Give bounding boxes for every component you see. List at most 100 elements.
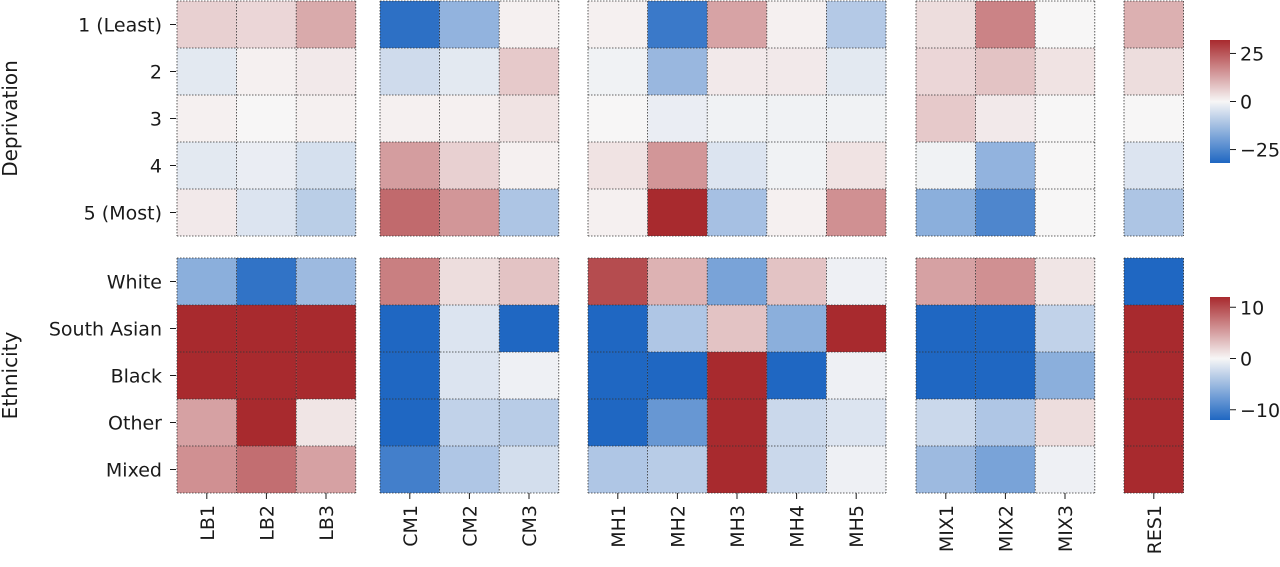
- column-label: MIX2: [995, 505, 1017, 552]
- heatmap-cell: [916, 1, 976, 48]
- heatmap-cell: [296, 48, 356, 95]
- heatmap-cell: [439, 446, 500, 493]
- heatmap-cell: [236, 1, 297, 48]
- heatmap-cell: [439, 352, 500, 399]
- heatmap-cell: [380, 48, 440, 95]
- column-label: MH3: [727, 505, 749, 548]
- heatmap-cell: [380, 446, 440, 493]
- heatmap-cell: [177, 258, 237, 305]
- heatmap-cell: [296, 189, 356, 236]
- heatmap-cell: [975, 1, 1036, 48]
- heatmap-cell: [826, 258, 886, 305]
- heatmap-cell: [975, 189, 1036, 236]
- heatmap-cell: [707, 352, 767, 399]
- heatmap-cell: [1035, 95, 1095, 142]
- heatmap-cell: [916, 446, 976, 493]
- panel-ethnicity: White South Asian Black Other Mixed Ethnicity…: [0, 257, 1280, 494]
- heatmap-cell: [647, 446, 708, 493]
- heatmap-cell: [975, 352, 1036, 399]
- column-label: CM1: [400, 505, 422, 547]
- heatmap-cell: [826, 352, 886, 399]
- heatmap-cell: [1124, 142, 1184, 189]
- heatmap-cell: [588, 258, 648, 305]
- heatmap-cell: [380, 305, 440, 352]
- heatmap-cell: [296, 258, 356, 305]
- heatmap-cell: [380, 258, 440, 305]
- heatmap-cell: [975, 305, 1036, 352]
- heatmap-cell: [380, 352, 440, 399]
- heatmap-cell: [766, 189, 827, 236]
- heatmap-cell: [439, 305, 500, 352]
- heatmap-cell: [647, 258, 708, 305]
- colorbar: [1210, 297, 1230, 420]
- colorbar: [1210, 40, 1230, 163]
- heatmap-cell: [588, 446, 648, 493]
- heatmap-cell: [499, 352, 559, 399]
- heatmap-cell: [1124, 352, 1184, 399]
- heatmap-cell: [236, 189, 297, 236]
- heatmap-cell: [1035, 189, 1095, 236]
- heatmap-cell: [236, 48, 297, 95]
- heatmap-cell: [1124, 1, 1184, 48]
- heatmap-cell: [236, 258, 297, 305]
- colorbar-tick-label: 0: [1240, 349, 1252, 371]
- heatmap-cell: [296, 1, 356, 48]
- heatmap-cell: [1124, 95, 1184, 142]
- heatmap-cell: [826, 305, 886, 352]
- heatmap-cell: [588, 305, 648, 352]
- heatmap-cell: [916, 142, 976, 189]
- heatmap-cell: [499, 258, 559, 305]
- heatmap-cell: [916, 305, 976, 352]
- heatmap-cell: [916, 399, 976, 446]
- heatmap-cell: [499, 95, 559, 142]
- heatmap-cell: [380, 1, 440, 48]
- heatmap-cell: [588, 189, 648, 236]
- heatmap-cell: [1124, 305, 1184, 352]
- heatmap-cell: [499, 1, 559, 48]
- column-label: LB1: [197, 505, 219, 541]
- row-label: White: [107, 272, 162, 294]
- heatmap-cell: [588, 48, 648, 95]
- heatmap-cell: [916, 189, 976, 236]
- heatmap-cell: [647, 305, 708, 352]
- heatmap-cell: [647, 1, 708, 48]
- heatmap-cell: [916, 258, 976, 305]
- row-label: 1 (Least): [78, 15, 162, 37]
- heatmap-cell: [1124, 258, 1184, 305]
- heatmap-cell: [975, 142, 1036, 189]
- heatmap-cell: [588, 1, 648, 48]
- heatmap-cell: [588, 142, 648, 189]
- heatmap-cell: [296, 446, 356, 493]
- colorbar-tick-label: 10: [1240, 297, 1264, 319]
- row-label: 5 (Most): [84, 203, 162, 225]
- heatmap-cell: [916, 352, 976, 399]
- heatmap-cell: [296, 305, 356, 352]
- heatmap-cell: [588, 95, 648, 142]
- heatmap-cell: [766, 352, 827, 399]
- heatmap-cell: [1124, 446, 1184, 493]
- heatmap-cell: [707, 48, 767, 95]
- heatmap-cell: [177, 189, 237, 236]
- column-label: MIX1: [936, 505, 958, 552]
- heatmap-cell: [975, 258, 1036, 305]
- heatmap-cell: [1124, 189, 1184, 236]
- heatmap-cell: [647, 142, 708, 189]
- heatmap-cell: [1035, 399, 1095, 446]
- column-label: MIX3: [1055, 505, 1077, 552]
- heatmap-cell: [1035, 352, 1095, 399]
- heatmap-cell: [975, 399, 1036, 446]
- heatmap-cell: [1035, 258, 1095, 305]
- heatmap-cell: [1035, 305, 1095, 352]
- heatmap-cell: [766, 48, 827, 95]
- heatmap-cell: [296, 142, 356, 189]
- heatmap-cell: [296, 399, 356, 446]
- heatmap-cell: [177, 305, 237, 352]
- column-label: CM3: [519, 505, 541, 547]
- heatmap-cell: [236, 446, 297, 493]
- heatmap-cell: [647, 95, 708, 142]
- heatmap-cell: [707, 95, 767, 142]
- heatmap-cell: [499, 189, 559, 236]
- heatmap-cell: [1124, 399, 1184, 446]
